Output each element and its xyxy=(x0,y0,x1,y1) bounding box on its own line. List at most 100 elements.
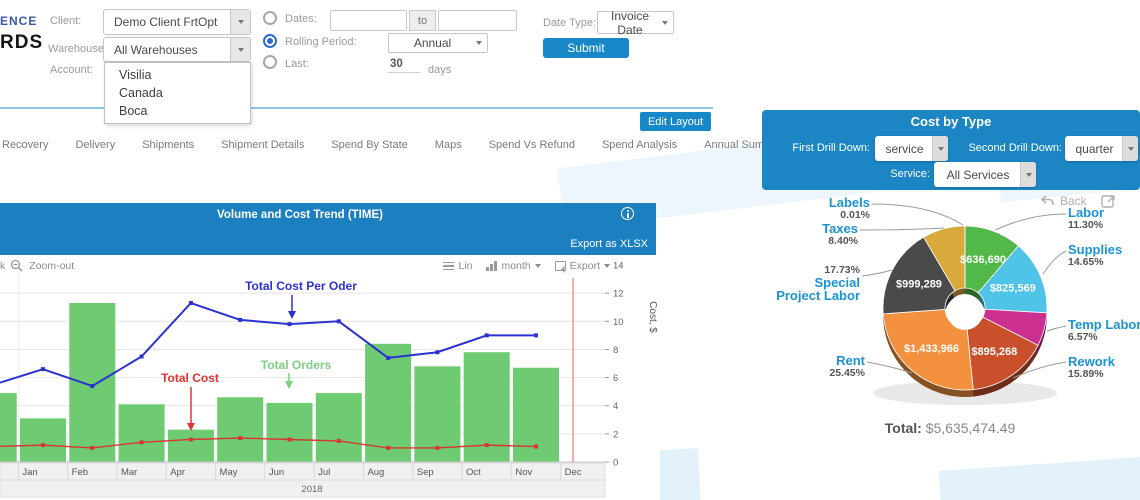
column-chart-icon xyxy=(486,261,497,271)
volume-cost-trend-chart[interactable]: JanFebMarAprMayJunJulAugSepOctNovDec2018… xyxy=(0,255,660,500)
svg-text:14: 14 xyxy=(613,261,624,272)
rolling-period-label: Rolling Period: xyxy=(285,36,357,48)
tab-delivery[interactable]: Delivery xyxy=(75,139,115,151)
svg-text:$636,690: $636,690 xyxy=(960,254,1006,266)
second-drill-down-select[interactable]: quarter xyxy=(1065,136,1138,161)
tab-spend-analysis[interactable]: Spend Analysis xyxy=(602,139,677,151)
back-arrow-icon[interactable] xyxy=(1040,195,1054,207)
chevron-down-icon xyxy=(1026,173,1032,177)
cost-by-type-chart: $636,690$825,569$895,268$1,433,966$999,2… xyxy=(760,192,1140,444)
svg-text:Nov: Nov xyxy=(515,467,532,478)
select-arrow[interactable] xyxy=(1020,162,1036,187)
days-suffix: days xyxy=(428,64,451,76)
svg-text:$1,433,966: $1,433,966 xyxy=(904,343,959,355)
svg-text:12: 12 xyxy=(613,289,624,300)
chevron-down-icon xyxy=(476,41,482,45)
donut-label: Rework15.89% xyxy=(1068,355,1115,380)
warehouse-option[interactable]: Visilia xyxy=(105,66,250,84)
select-arrow[interactable] xyxy=(1122,136,1138,161)
warehouse-options-popup: VisiliaCanadaBoca xyxy=(104,62,251,124)
client-select[interactable]: Demo Client FrtOpt xyxy=(103,9,251,35)
period-select[interactable]: month xyxy=(486,260,540,272)
warehouse-select-arrow[interactable] xyxy=(230,38,250,61)
edit-layout-button[interactable]: Edit Layout xyxy=(640,112,711,131)
date-type-value: Invoice Date xyxy=(598,9,662,37)
export-xlsx-link[interactable]: Export as XLSX xyxy=(570,238,648,250)
chart-export-menu[interactable]: Export xyxy=(555,260,610,272)
client-label: Client: xyxy=(50,15,81,27)
last-label: Last: xyxy=(285,58,309,70)
date-from-input[interactable] xyxy=(330,10,407,31)
donut-label: Temp Labor6.57% xyxy=(1068,318,1140,343)
tab-shipments[interactable]: Shipments xyxy=(142,139,194,151)
zoom-back-fragment[interactable]: k xyxy=(0,260,5,272)
warehouse-select[interactable]: All Warehouses xyxy=(103,37,251,62)
svg-text:Apr: Apr xyxy=(170,467,185,478)
client-select-arrow[interactable] xyxy=(230,10,250,34)
warehouse-option[interactable]: Canada xyxy=(105,84,250,102)
date-to-input[interactable] xyxy=(438,10,517,31)
svg-text:Total Cost: Total Cost xyxy=(161,371,219,385)
svg-text:Jun: Jun xyxy=(269,467,284,478)
warehouse-option[interactable]: Boca xyxy=(105,102,250,120)
svg-text:Total Cost Per Oder: Total Cost Per Oder xyxy=(245,279,357,293)
cost-by-type-title: Cost by Type xyxy=(762,114,1140,129)
svg-text:$999,289: $999,289 xyxy=(896,279,942,291)
info-icon[interactable] xyxy=(621,207,634,220)
svg-text:Oct: Oct xyxy=(466,467,481,478)
account-label: Account: xyxy=(50,64,93,76)
first-drill-down-select[interactable]: service xyxy=(875,136,948,161)
select-arrow[interactable] xyxy=(932,136,948,161)
service-value: All Services xyxy=(938,162,1018,187)
donut-label: Supplies14.65% xyxy=(1068,243,1122,268)
donut-label: Rent25.45% xyxy=(829,354,865,379)
service-select[interactable]: All Services xyxy=(934,162,1036,187)
svg-text:Mar: Mar xyxy=(121,467,137,478)
date-type-label: Date Type: xyxy=(543,17,596,29)
chevron-down-icon xyxy=(662,21,668,25)
donut-label: Taxes8.40% xyxy=(822,222,858,247)
service-label: Service: xyxy=(852,168,930,180)
dates-label: Dates: xyxy=(285,13,317,25)
svg-text:Cost, $: Cost, $ xyxy=(647,301,658,333)
submit-button[interactable]: Submit xyxy=(543,38,629,58)
volume-chart-header: Volume and Cost Trend (TIME) Export as X… xyxy=(0,203,656,255)
linear-scale-toggle[interactable]: Lin xyxy=(443,260,472,273)
logo-text-top: ENCE xyxy=(0,14,37,28)
date-type-select[interactable]: Invoice Date xyxy=(597,11,674,34)
background-swoosh xyxy=(939,453,1140,500)
svg-text:8: 8 xyxy=(613,345,618,356)
rolling-period-select[interactable]: Annual xyxy=(388,33,488,53)
total-value: $5,635,474.49 xyxy=(926,420,1016,436)
export-icon xyxy=(555,261,566,271)
tab-shipment-details[interactable]: Shipment Details xyxy=(221,139,304,151)
date-range-separator: to xyxy=(409,10,436,31)
last-days-input[interactable] xyxy=(388,56,420,73)
tab-spend-vs-refund[interactable]: Spend Vs Refund xyxy=(489,139,575,151)
export-icon[interactable] xyxy=(1101,195,1116,208)
last-radio[interactable] xyxy=(263,55,277,69)
zoom-out-icon xyxy=(10,259,24,273)
warehouse-label: Warehouse: xyxy=(48,43,107,55)
tab-recovery[interactable]: Recovery xyxy=(2,139,48,151)
back-link[interactable]: Back xyxy=(1060,194,1087,208)
warehouse-select-value: All Warehouses xyxy=(114,38,228,61)
logo-text-bottom: RDS xyxy=(0,32,43,54)
rolling-period-value: Annual xyxy=(389,36,476,50)
svg-text:6: 6 xyxy=(613,373,618,384)
zoom-out-label[interactable]: Zoom-out xyxy=(29,260,74,272)
svg-text:Dec: Dec xyxy=(565,467,582,478)
donut-label: 17.73%SpecialProject Labor xyxy=(776,264,860,302)
svg-text:0: 0 xyxy=(613,458,618,469)
tab-spend-by-state[interactable]: Spend By State xyxy=(331,139,407,151)
svg-text:2: 2 xyxy=(613,429,618,440)
rolling-period-radio[interactable] xyxy=(263,34,277,48)
dates-radio[interactable] xyxy=(263,11,277,25)
tab-maps[interactable]: Maps xyxy=(435,139,462,151)
donut-label: Labels0.01% xyxy=(829,196,870,221)
svg-text:Jul: Jul xyxy=(318,467,330,478)
svg-text:$895,268: $895,268 xyxy=(971,346,1017,358)
donut-controls: Back xyxy=(1040,194,1135,208)
chevron-down-icon xyxy=(535,264,541,268)
donut-label: Labor11.30% xyxy=(1068,206,1104,231)
